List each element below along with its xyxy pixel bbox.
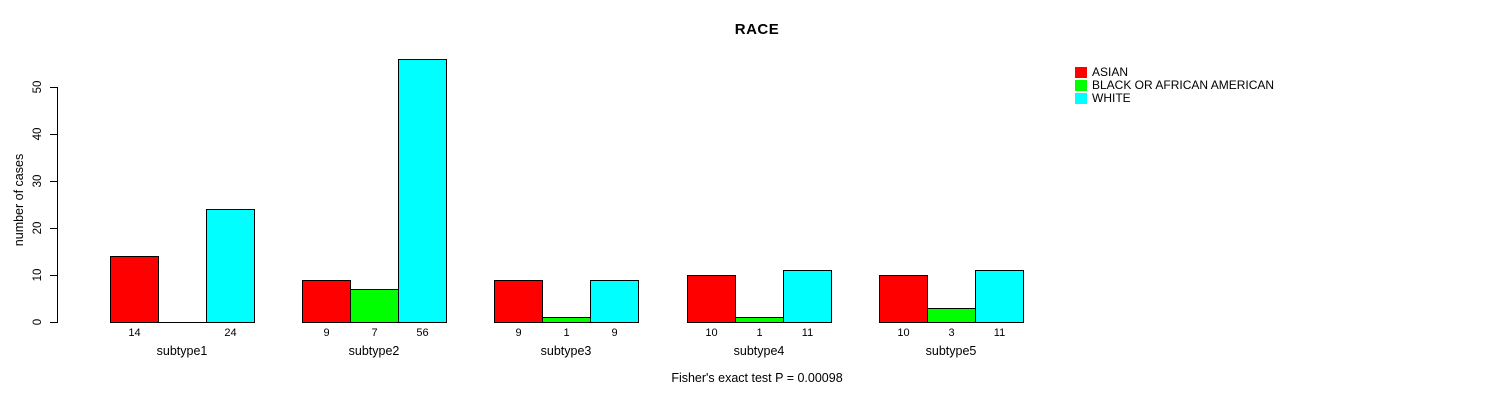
bar xyxy=(542,317,591,323)
bar xyxy=(350,289,399,323)
y-axis-tick xyxy=(50,181,57,182)
bar-value-label: 11 xyxy=(993,327,1006,339)
bar-value-label: 9 xyxy=(611,327,618,339)
category-label: subtype5 xyxy=(925,344,977,358)
bar xyxy=(879,275,928,323)
bar xyxy=(494,280,543,323)
legend-entry: ASIAN xyxy=(1075,66,1274,79)
legend-swatch xyxy=(1075,80,1087,91)
y-axis-line xyxy=(57,87,58,323)
legend-label: WHITE xyxy=(1092,91,1131,105)
bar-value-label: 24 xyxy=(224,327,237,339)
bar-value-label: 3 xyxy=(948,327,955,339)
bar-value-label: 1 xyxy=(563,327,570,339)
bar-value-label: 10 xyxy=(897,327,910,339)
bar-value-label: 7 xyxy=(371,327,378,339)
legend: ASIAN BLACK OR AFRICAN AMERICAN WHITE xyxy=(1075,66,1274,105)
legend-entry: WHITE xyxy=(1075,92,1274,105)
y-axis-tick xyxy=(50,322,57,323)
bar xyxy=(687,275,736,323)
category-label: subtype1 xyxy=(156,344,208,358)
y-axis-label: number of cases xyxy=(12,153,26,247)
bar xyxy=(398,59,447,323)
legend-entry: BLACK OR AFRICAN AMERICAN xyxy=(1075,79,1274,92)
legend-swatch xyxy=(1075,93,1087,104)
y-axis-tick xyxy=(50,228,57,229)
bar-value-label: 56 xyxy=(416,327,429,339)
annotation-text: Fisher's exact test P = 0.00098 xyxy=(671,371,843,385)
bar xyxy=(975,270,1024,323)
bar-value-label: 10 xyxy=(705,327,718,339)
y-axis-tick-label: 30 xyxy=(32,174,44,188)
category-label: subtype3 xyxy=(540,344,592,358)
y-axis-tick xyxy=(50,87,57,88)
category-label: subtype4 xyxy=(733,344,785,358)
bar xyxy=(590,280,639,323)
zero-height-bar xyxy=(158,322,207,323)
bar xyxy=(783,270,832,323)
y-axis-tick xyxy=(50,134,57,135)
legend-label: ASIAN xyxy=(1092,65,1129,79)
bar-value-label: 9 xyxy=(323,327,330,339)
category-label: subtype2 xyxy=(348,344,400,358)
bar-value-label: 14 xyxy=(128,327,141,339)
bar xyxy=(735,317,784,323)
y-axis-tick-label: 20 xyxy=(32,221,44,235)
bar-value-label: 1 xyxy=(756,327,763,339)
bar xyxy=(927,308,976,323)
y-axis-tick xyxy=(50,275,57,276)
bar xyxy=(206,209,255,323)
legend-label: BLACK OR AFRICAN AMERICAN xyxy=(1092,78,1275,92)
chart-title: RACE xyxy=(734,21,780,38)
bar xyxy=(302,280,351,323)
bar-value-label: 11 xyxy=(801,327,814,339)
bar xyxy=(110,256,159,323)
y-axis-tick-label: 50 xyxy=(32,80,44,94)
y-axis-tick-label: 0 xyxy=(32,318,44,326)
bar-value-label: 9 xyxy=(515,327,522,339)
y-axis-tick-label: 40 xyxy=(32,127,44,141)
legend-swatch xyxy=(1075,67,1087,78)
y-axis-tick-label: 10 xyxy=(32,268,44,282)
